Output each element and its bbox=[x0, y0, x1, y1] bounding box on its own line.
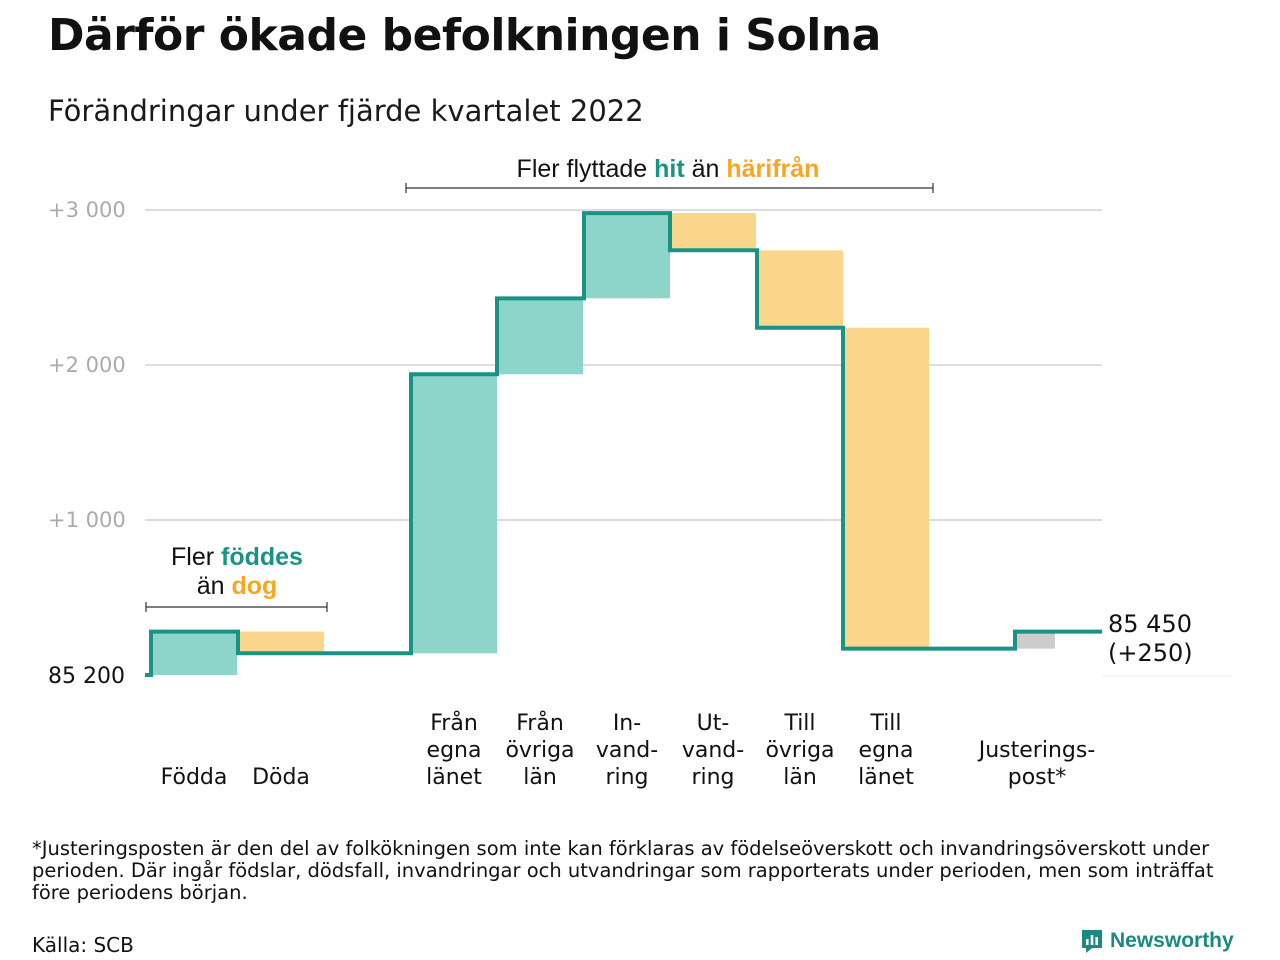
category-label: övriga bbox=[505, 738, 574, 763]
bar-increase bbox=[584, 213, 670, 299]
end-change-label: (+250) bbox=[1108, 639, 1193, 667]
bar-decrease bbox=[238, 631, 324, 654]
chart-title: Därför ökade befolkningen i Solna bbox=[48, 10, 881, 61]
category-label: egna bbox=[427, 738, 482, 763]
category-label: Från bbox=[516, 710, 564, 736]
chart-subtitle: Förändringar under fjärde kvartalet 2022 bbox=[48, 94, 644, 128]
y-tick-label: +3 000 bbox=[48, 198, 126, 222]
moves-bracket bbox=[405, 183, 934, 193]
category-label: Ut- bbox=[697, 711, 730, 736]
category-label: län bbox=[523, 765, 557, 790]
category-label: övriga bbox=[765, 738, 834, 763]
footnote: *Justeringsposten är den del av folkökni… bbox=[32, 837, 1214, 904]
births-annotation-line1: Fler föddes bbox=[171, 543, 303, 571]
start-value-label: 85 200 bbox=[48, 664, 125, 689]
category-label: länet bbox=[426, 765, 482, 790]
bar-increase bbox=[411, 374, 497, 654]
end-value-label: 85 450 bbox=[1108, 610, 1192, 638]
y-tick-label: +1 000 bbox=[48, 508, 126, 532]
bar-increase bbox=[151, 631, 237, 675]
moves-annotation: Fler flyttade hit än härifrån bbox=[517, 155, 820, 183]
brand-name: Newsworthy bbox=[1110, 929, 1234, 952]
category-label: vand- bbox=[682, 738, 744, 763]
bar-increase bbox=[497, 298, 583, 375]
category-label: Till bbox=[783, 711, 815, 736]
category-label: Från bbox=[430, 710, 478, 736]
bar-adjustment bbox=[1017, 631, 1055, 649]
births-annotation-line2: än dog bbox=[197, 572, 278, 600]
cumulative-line bbox=[145, 211, 1102, 677]
births-bracket bbox=[145, 602, 328, 612]
newsworthy-logo-icon bbox=[1082, 930, 1102, 953]
category-label: Födda bbox=[161, 765, 228, 790]
bar-decrease bbox=[757, 250, 843, 328]
category-label: vand- bbox=[596, 738, 658, 763]
y-tick-label: +2 000 bbox=[48, 353, 126, 377]
category-label: In- bbox=[613, 711, 641, 736]
source-label: Källa: SCB bbox=[32, 933, 134, 957]
brand[interactable]: Newsworthy bbox=[1080, 928, 1234, 954]
category-label: Justerings- bbox=[977, 738, 1096, 763]
category-label: län bbox=[783, 765, 817, 790]
category-label: länet bbox=[858, 765, 914, 790]
category-label: post* bbox=[1008, 765, 1067, 790]
category-label: Döda bbox=[252, 765, 310, 790]
category-label: egna bbox=[859, 738, 914, 763]
bar-decrease bbox=[843, 327, 929, 649]
bar-decrease bbox=[670, 213, 756, 251]
category-label: ring bbox=[691, 765, 734, 790]
category-label: ring bbox=[605, 765, 648, 790]
category-label: Till bbox=[869, 711, 901, 736]
